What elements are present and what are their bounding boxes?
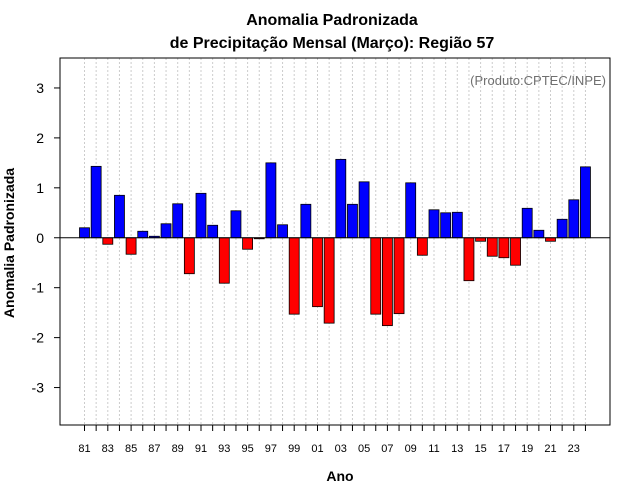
x-tick-label: 97 [265,443,277,455]
x-tick-label: 03 [335,443,347,455]
bar-1985 [125,237,137,255]
bar-1983 [102,237,114,245]
credit-label: (Produto:CPTEC/INPE) [470,73,606,88]
bar-1989 [172,203,184,239]
x-tick-label: 93 [218,443,230,455]
x-tick-label: 15 [474,443,486,455]
bar-1982 [90,165,102,239]
bar-2010 [416,237,428,256]
bar-2008 [393,237,405,315]
x-tick-label: 85 [125,443,137,455]
x-tick-label: 99 [288,443,300,455]
bar-2003 [335,158,347,239]
y-tick-label: 3 [36,80,44,96]
x-tick-label: 91 [195,443,207,455]
bar-2019 [521,207,533,239]
bar-2002 [323,237,335,324]
chart-title-line2: de Precipitação Mensal (Março): Região 5… [170,35,495,52]
plot-frame [59,57,611,426]
chart-title-line1: Anomalia Padronizada [246,12,418,29]
y-axis: -3 -2 -1 0 1 2 3 [32,80,60,396]
bar-2021 [545,237,556,242]
bar-1999 [288,237,300,315]
bar-1993 [218,237,230,284]
bar-2005 [358,181,370,239]
y-tick-label: -1 [32,280,45,296]
x-tick-label: 95 [241,443,253,455]
x-tick-label: 05 [358,443,370,455]
bar-1991 [195,192,207,239]
bar-1992 [207,224,219,239]
x-tick-label: 23 [568,443,580,455]
bar-2015 [475,237,487,242]
bar-2004 [347,203,358,239]
y-tick-label: 0 [36,230,44,246]
bar-1984 [114,194,125,239]
x-tick-label: 07 [381,443,393,455]
bar-1990 [183,237,195,275]
bar-1994 [230,210,242,239]
x-tick-label: 01 [311,443,323,455]
x-axis: 81 83 85 87 89 91 93 95 97 99 01 03 05 07 09 11 13 15 17 19… [78,425,586,455]
grid [84,58,586,425]
bar-2000 [300,203,312,239]
bar-2018 [510,237,521,266]
bar-2024 [580,166,591,239]
x-tick-label: 87 [148,443,160,455]
bar-2012 [440,212,452,239]
x-tick-label: 13 [451,443,463,455]
bars [79,158,591,327]
x-tick-label: 89 [172,443,184,455]
bar-2022 [556,218,568,239]
x-tick-label: 19 [521,443,533,455]
x-tick-label: 81 [78,443,90,455]
x-tick-label: 17 [498,443,510,455]
bar-1981 [79,227,90,239]
x-tick-label: 83 [102,443,114,455]
bar-2020 [533,229,545,239]
y-tick-label: 1 [36,180,44,196]
bar-1995 [242,237,254,250]
x-axis-title: Ano [326,468,353,484]
y-tick-label: 2 [36,130,44,146]
bar-2006 [370,237,382,315]
x-tick-label: 21 [544,443,556,455]
bar-1988 [160,223,172,239]
bar-1997 [265,162,277,239]
bar-2011 [428,209,440,239]
bar-2013 [451,211,463,239]
y-axis-title: Anomalia Padronizada [1,168,17,318]
bar-1998 [277,224,288,239]
x-tick-label: 11 [428,443,439,455]
bar-2016 [486,237,498,257]
y-tick-label: -2 [32,330,45,346]
bar-2001 [312,237,323,308]
y-tick-label: -3 [32,380,45,396]
bar-2009 [405,182,417,239]
bar-2014 [463,237,475,282]
bar-1986 [137,230,149,239]
bar-2017 [498,237,510,259]
bar-2023 [568,199,580,239]
bar-2007 [381,237,393,327]
x-tick-label: 09 [405,443,417,455]
